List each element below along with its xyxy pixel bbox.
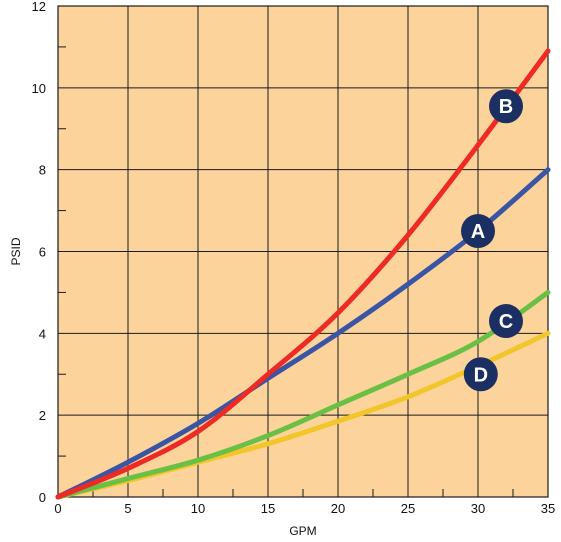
axes: 0 5 10 15 20 25 30 35 0 2 4 6 8 10 12 <box>32 0 556 516</box>
y-axis-title: PSID <box>9 237 23 265</box>
y-tick-label: 6 <box>39 245 46 260</box>
series-label: B <box>499 96 513 118</box>
y-tick-label: 10 <box>32 81 46 96</box>
x-tick-label: 20 <box>331 501 345 516</box>
y-tick-label: 8 <box>39 163 46 178</box>
x-tick-label: 15 <box>261 501 275 516</box>
x-tick-label: 10 <box>191 501 205 516</box>
series-badge-a: A <box>461 214 495 249</box>
x-tick-label: 25 <box>401 501 415 516</box>
x-tick-label: 30 <box>471 501 485 516</box>
y-tick-label: 4 <box>39 326 46 341</box>
series-badge-c: C <box>489 304 523 339</box>
x-tick-label: 0 <box>54 501 61 516</box>
series-line-b <box>55 48 551 500</box>
series-badge-b: B <box>489 89 523 124</box>
series-label: D <box>474 364 488 386</box>
series-badge-d: D <box>463 357 498 392</box>
badge-circle <box>489 89 523 124</box>
series-label-badges: A B C D <box>461 89 523 392</box>
badge-circle <box>463 357 498 392</box>
series-label: C <box>499 311 513 333</box>
series-label: A <box>471 221 485 243</box>
y-tick-label: 12 <box>32 0 46 14</box>
y-tick-label: 2 <box>39 408 46 423</box>
badge-circle <box>489 304 523 339</box>
grid-lines <box>58 5 549 497</box>
x-tick-label: 5 <box>124 501 131 516</box>
y-tick-label: 0 <box>39 490 46 505</box>
x-tick-label: 35 <box>541 501 555 516</box>
x-axis-title: GPM <box>289 524 316 538</box>
series-line-c <box>55 289 551 500</box>
badge-circle <box>461 214 495 249</box>
